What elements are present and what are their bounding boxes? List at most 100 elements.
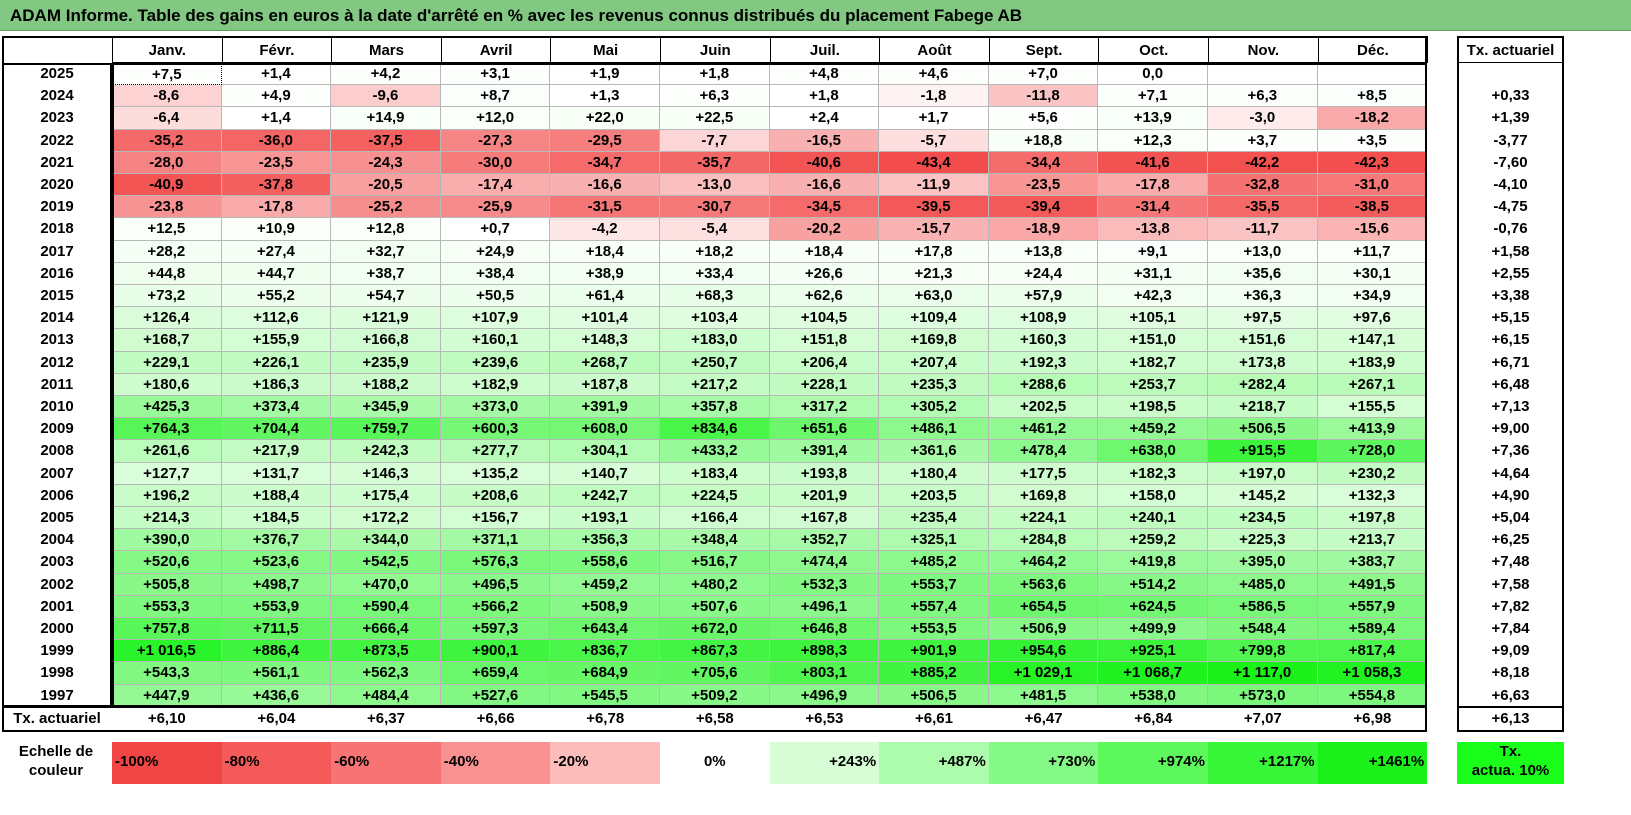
gain-cell: +175,4	[331, 484, 441, 507]
gain-cell: 0,0	[1098, 63, 1208, 86]
gain-cell: -15,6	[1317, 218, 1428, 241]
gain-cell: +356,3	[550, 529, 660, 552]
gain-cell: -29,5	[550, 129, 660, 152]
gain-cell: +34,9	[1317, 285, 1428, 308]
gain-cell: +553,7	[879, 573, 989, 596]
gain-cell: +18,8	[988, 129, 1099, 152]
month-header: Févr.	[221, 36, 333, 63]
gain-cell: +155,9	[221, 329, 332, 352]
gain-cell: +235,4	[879, 507, 989, 530]
gain-cell: +228,1	[769, 373, 880, 396]
gain-cell: +573,0	[1208, 684, 1318, 707]
gain-cell: +183,0	[660, 329, 770, 352]
tx-cell: +7,48	[1491, 553, 1530, 571]
gain-cell: +507,6	[660, 595, 770, 618]
gain-cell: +104,5	[769, 307, 880, 330]
gain-cell: +112,6	[221, 307, 332, 330]
gain-cell: +553,9	[221, 595, 332, 618]
gain-cell: +506,5	[1208, 418, 1318, 441]
gain-cell: -30,7	[660, 196, 770, 219]
gain-cell: +464,2	[988, 551, 1099, 574]
gain-cell: +11,7	[1317, 240, 1428, 263]
tx-cell: -4,10	[1493, 176, 1528, 193]
gain-cell: +121,9	[331, 307, 441, 330]
gain-cell: -34,5	[769, 196, 880, 219]
gain-cell: +62,6	[769, 285, 880, 308]
gain-cell: +391,4	[769, 440, 880, 463]
color-scale-cell: +487%	[879, 742, 989, 784]
tx-cell: +9,00	[1491, 420, 1530, 438]
gain-cell: +105,1	[1098, 307, 1208, 330]
gain-cell: +915,5	[1208, 440, 1318, 463]
gain-cell: +38,9	[550, 262, 660, 285]
gain-cell: +166,8	[331, 329, 441, 352]
gain-cell	[1317, 63, 1428, 86]
gain-cell: +131,7	[221, 462, 332, 485]
color-scale-cell: -40%	[440, 742, 551, 784]
month-header: Juil.	[769, 36, 881, 63]
tx-cell: +4,64	[1491, 464, 1530, 482]
gain-cell: +36,3	[1208, 285, 1318, 308]
gain-cell: +0,7	[440, 218, 551, 241]
gain-cell: +1,3	[550, 85, 660, 108]
year-label: 2015	[40, 287, 74, 304]
gain-cell: +253,7	[1098, 373, 1208, 396]
gain-cell: +97,6	[1317, 307, 1428, 330]
gain-cell: -31,4	[1098, 196, 1208, 219]
gain-cell: +12,0	[440, 107, 551, 130]
gain-cell: +158,0	[1098, 484, 1208, 507]
gain-cell: -28,0	[112, 151, 222, 174]
gain-cell: +151,0	[1098, 329, 1208, 352]
gain-cell: +586,5	[1208, 595, 1318, 618]
gain-cell: +196,2	[112, 484, 222, 507]
color-scale-cell: +974%	[1098, 742, 1208, 784]
gain-cell: -42,2	[1208, 151, 1318, 174]
gain-cell: +148,3	[550, 329, 660, 352]
gain-cell: +590,4	[331, 595, 441, 618]
gain-cell: +711,5	[221, 618, 332, 641]
gain-cell: -16,5	[769, 129, 880, 152]
gain-cell: -13,0	[660, 174, 770, 197]
footer-value: +6,66	[476, 710, 515, 727]
gain-cell: +229,1	[112, 351, 222, 374]
gain-cell: -18,2	[1317, 107, 1428, 130]
gain-cell: +107,9	[440, 307, 551, 330]
gain-cell: +433,2	[660, 440, 770, 463]
gain-cell: +54,7	[331, 285, 441, 308]
gain-cell: +12,8	[331, 218, 441, 241]
year-label: 2002	[40, 575, 74, 593]
tx-cell: +7,82	[1491, 597, 1530, 615]
gain-cell: +38,4	[440, 262, 551, 285]
gain-cell: +873,5	[331, 640, 441, 663]
gain-cell: +834,6	[660, 418, 770, 441]
gain-cell: +177,5	[988, 462, 1099, 485]
tx-cell: +2,55	[1491, 264, 1530, 282]
gain-cell: +757,8	[112, 618, 222, 641]
gain-cell: +867,3	[660, 640, 770, 663]
gain-cell: +1,7	[879, 107, 989, 130]
gain-cell: +21,3	[879, 262, 989, 285]
gain-cell: +18,4	[550, 240, 660, 263]
gain-cell: +566,2	[440, 595, 551, 618]
gain-cell: +505,8	[112, 573, 222, 596]
gain-cell: +509,2	[660, 684, 770, 707]
gain-cell: +361,6	[879, 440, 989, 463]
gain-cell: +259,2	[1098, 529, 1208, 552]
footer-value: +6,61	[915, 710, 953, 727]
gain-cell: +305,2	[879, 396, 989, 419]
gain-cell: +478,4	[988, 440, 1099, 463]
gain-cell: +553,3	[112, 595, 222, 618]
gain-cell: -6,4	[112, 107, 222, 130]
footer-value: +6,58	[695, 710, 734, 727]
year-label: 2003	[40, 553, 74, 571]
gain-cell: +6,3	[1208, 85, 1318, 108]
footer-label: Tx. actuariel	[13, 710, 101, 727]
year-label: 2019	[40, 198, 74, 216]
color-scale-cell: 0%	[660, 742, 770, 784]
gain-cell: +1 058,3	[1317, 662, 1428, 685]
gain-cell: +954,6	[988, 640, 1099, 663]
gain-cell: +638,0	[1098, 440, 1208, 463]
gain-cell: +548,4	[1208, 618, 1318, 641]
gain-cell: +7,0	[988, 63, 1099, 86]
gain-cell: +12,3	[1098, 129, 1208, 152]
